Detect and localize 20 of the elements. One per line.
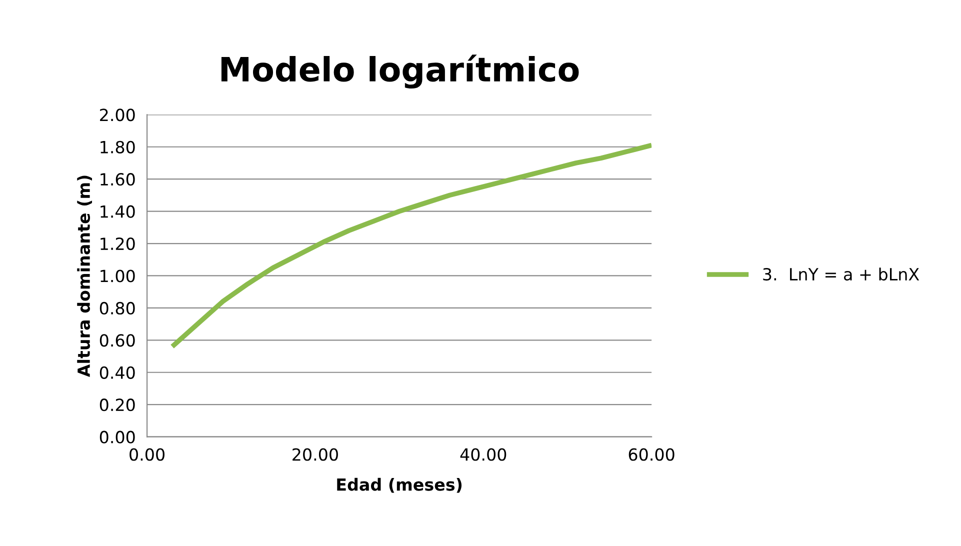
y-tick-label: 1.20 xyxy=(100,237,135,250)
y-tick-label: 0.40 xyxy=(100,366,135,379)
chart-title: Modelo logarítmico xyxy=(221,54,579,89)
x-tick-label: 0.00 xyxy=(130,448,164,461)
y-tick-label: 1.00 xyxy=(100,270,135,282)
y-axis-title: Altura dominante (m) xyxy=(77,176,92,378)
y-tick-label: 1.40 xyxy=(100,205,135,218)
x-tick-label: 20.00 xyxy=(292,448,338,461)
x-axis-title: Edad (meses) xyxy=(337,478,462,493)
y-tick-label: 0.20 xyxy=(100,398,135,412)
x-tick-label: 40.00 xyxy=(460,448,506,461)
y-tick-label: 0.60 xyxy=(100,334,135,347)
y-tick-label: 0.80 xyxy=(100,302,135,315)
line-series xyxy=(170,142,652,350)
y-tick-label: 0.00 xyxy=(100,430,135,444)
x-tick-label: 60.00 xyxy=(628,448,674,461)
y-tick-label: 1.60 xyxy=(100,173,135,186)
y-tick-label: 2.00 xyxy=(100,108,135,122)
y-tick-label: 1.80 xyxy=(100,140,135,154)
legend-label: 3. LnY = a + bLnX xyxy=(763,268,920,281)
